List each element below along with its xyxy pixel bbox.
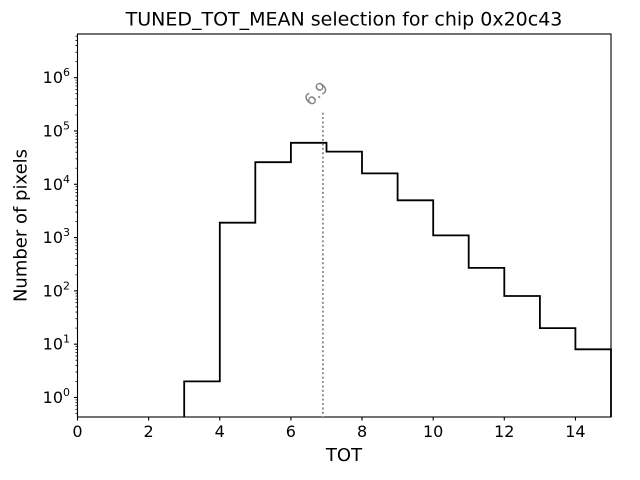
- y-tick-label: 105: [43, 119, 70, 140]
- vline-annotation: 6.9: [300, 78, 331, 109]
- y-tick-label: 100: [43, 386, 70, 407]
- x-tick-label: 12: [494, 422, 514, 441]
- y-tick-label: 106: [43, 66, 70, 87]
- y-tick-label: 103: [43, 226, 70, 247]
- x-tick-label: 2: [144, 422, 154, 441]
- histogram-line: [183, 141, 612, 417]
- x-tick-label: 14: [565, 422, 585, 441]
- y-tick-label: 102: [43, 279, 70, 300]
- chart-title: TUNED_TOT_MEAN selection for chip 0x20c4…: [125, 9, 563, 31]
- y-tick-label: 104: [43, 173, 70, 194]
- x-tick-label: 6: [286, 422, 296, 441]
- x-tick-label: 8: [357, 422, 367, 441]
- x-tick-label: 4: [215, 422, 225, 441]
- x-tick-label: 0: [72, 422, 82, 441]
- y-tick-label: 101: [43, 333, 70, 354]
- y-axis-label: Number of pixels: [11, 149, 32, 302]
- x-tick-label: 10: [423, 422, 443, 441]
- plot-frame: [76, 33, 612, 418]
- x-axis-label: TOT: [325, 445, 363, 466]
